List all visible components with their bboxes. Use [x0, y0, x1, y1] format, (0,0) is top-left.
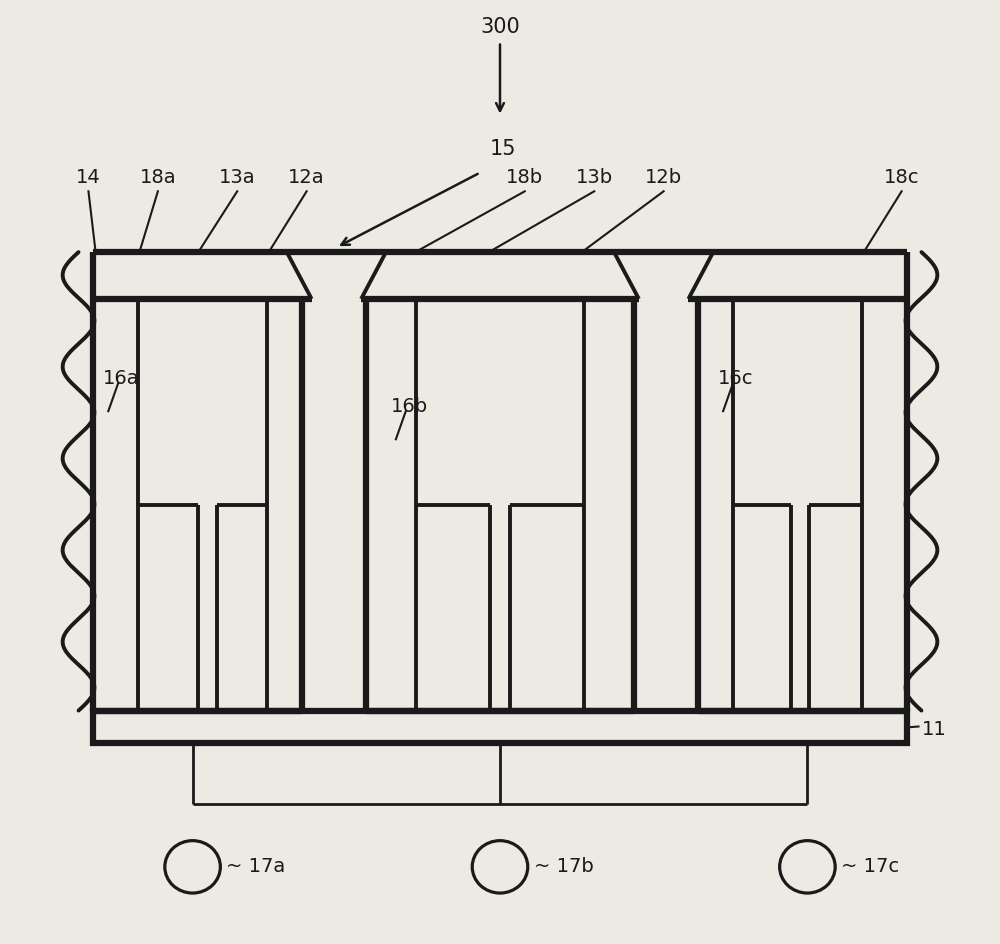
Polygon shape [614, 252, 713, 299]
Polygon shape [287, 252, 386, 299]
Text: 16b: 16b [391, 397, 428, 416]
Polygon shape [93, 252, 907, 299]
Text: 12a: 12a [288, 168, 325, 187]
Text: 14: 14 [76, 168, 101, 187]
Text: 300: 300 [480, 17, 520, 37]
Text: 13b: 13b [576, 168, 613, 187]
Text: ~ 17c: ~ 17c [841, 857, 899, 876]
Polygon shape [366, 299, 634, 711]
Text: 16c: 16c [718, 369, 754, 388]
Text: 18c: 18c [884, 168, 919, 187]
Text: ~ 17b: ~ 17b [534, 857, 593, 876]
Text: 13a: 13a [219, 168, 256, 187]
Text: 12b: 12b [645, 168, 682, 187]
Text: ~ 17a: ~ 17a [226, 857, 286, 876]
Polygon shape [93, 299, 302, 711]
Text: 15: 15 [490, 139, 517, 159]
Text: 11: 11 [921, 720, 946, 739]
Text: 18a: 18a [140, 168, 176, 187]
Text: 18b: 18b [506, 168, 543, 187]
Polygon shape [93, 711, 907, 743]
Text: 16a: 16a [103, 369, 140, 388]
Polygon shape [698, 299, 907, 711]
